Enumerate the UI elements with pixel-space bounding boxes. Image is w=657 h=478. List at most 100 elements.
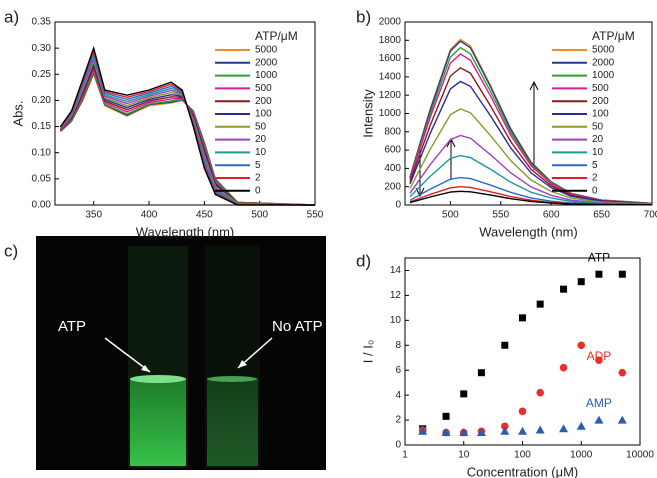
x-tick-label: 600 [543,210,560,221]
cuvette-solution [207,378,258,466]
panel-label: d) [356,251,371,270]
arrow-head [238,360,247,368]
legend-label: 50 [255,121,267,132]
marker [519,314,526,322]
x-tick-label: 650 [593,210,610,221]
marker [500,426,510,435]
y-tick-label: 0.35 [32,17,52,28]
data-line [409,80,653,205]
series-label: ADP [587,349,612,363]
marker [418,426,428,435]
y-tick-label: 0 [395,200,401,211]
x-tick-label: 350 [85,210,102,221]
y-tick-label: 1000 [379,108,402,119]
legend-title: ATP/μM [592,29,635,43]
y-tick-label: 1600 [379,53,402,64]
legend-label: 2 [592,173,598,184]
legend-label: 1000 [592,70,615,81]
legend-label: 500 [592,83,609,94]
photo-label: No ATP [272,318,323,335]
marker [460,390,468,398]
legend-label: 200 [255,96,272,107]
cuvette-solution [130,378,186,466]
panel-label: a) [4,7,19,26]
y-tick-label: 0.00 [32,200,52,211]
marker [441,428,451,437]
x-tick-label: 550 [307,210,324,221]
x-tick-label: 10000 [626,450,654,461]
marker [477,369,485,377]
data-line [409,108,653,205]
legend-label: 20 [255,134,267,145]
marker [535,425,545,434]
marker [595,356,603,365]
legend-label: 10 [255,147,267,158]
marker [442,412,450,420]
legend-label: 1000 [255,70,278,81]
x-axis-label: Concentration (μM) [467,464,579,478]
marker [518,426,527,435]
data-line [409,154,653,206]
legend-label: 2000 [255,57,278,68]
marker [595,270,603,278]
y-tick-label: 12 [390,290,402,301]
marker [618,270,626,278]
legend-label: 100 [255,109,272,120]
marker [577,278,585,286]
y-tick-label: 10 [390,315,402,326]
photo-label: ATP [58,318,86,335]
data-line [409,190,653,206]
y-tick-label: 1400 [379,72,402,83]
arrow-head [141,365,150,372]
marker [536,300,544,308]
y-tick-label: 14 [390,265,402,276]
y-tick-label: 200 [384,181,401,192]
x-tick-label: 500 [442,210,459,221]
data-line [409,134,653,205]
data-line [60,72,316,206]
x-tick-label: 1000 [570,450,593,461]
y-tick-label: 0.30 [32,43,52,54]
marker [576,421,586,430]
x-tick-label: 400 [141,210,158,221]
y-tick-label: 0.25 [32,69,52,80]
y-tick-label: 0.10 [32,147,52,158]
marker [559,424,569,433]
x-tick-label: 1 [402,450,408,461]
y-axis-label: I / I₀ [360,340,375,363]
legend-label: 100 [592,109,609,120]
x-axis-label: Wavelength (nm) [136,224,235,239]
y-tick-label: 2 [395,415,401,426]
meniscus [130,375,186,383]
y-tick-label: 600 [384,145,401,156]
marker [617,415,627,424]
x-axis-label: Wavelength (nm) [479,224,578,239]
marker [536,388,544,397]
legend-label: 5 [592,160,598,171]
legend-label: 0 [592,185,598,196]
x-tick-label: 700 [644,210,657,221]
y-tick-label: 0.20 [32,95,52,106]
x-tick-label: 100 [514,450,531,461]
legend-label: 0 [255,185,261,196]
marker [501,422,509,431]
x-tick-label: 450 [196,210,213,221]
series-label: AMP [586,396,612,410]
y-tick-label: 800 [384,126,401,137]
y-tick-label: 8 [395,340,401,351]
marker [559,363,568,372]
photo-panel: ATP No ATP c) [4,236,326,470]
x-tick-label: 500 [251,210,268,221]
arrow-head [415,187,425,198]
series-label: ATP [588,250,610,264]
marker [618,368,627,377]
y-tick-label: 0.05 [32,173,52,184]
data-line [409,66,653,205]
legend-label: 2000 [592,57,615,68]
y-axis-label: Abs. [10,100,25,126]
data-line [60,69,316,206]
y-tick-label: 400 [384,163,401,174]
marker [577,341,586,350]
legend-label: 20 [592,134,604,145]
